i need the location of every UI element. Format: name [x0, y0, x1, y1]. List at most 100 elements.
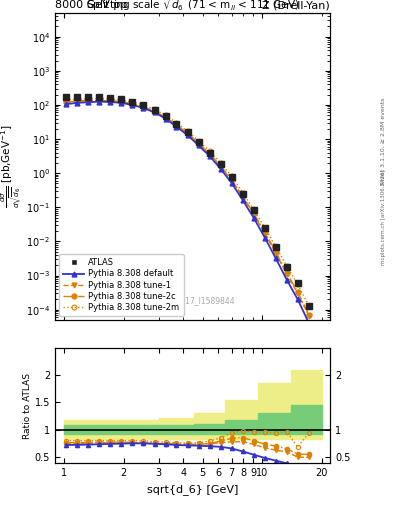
Pythia 8.308 default	[207, 153, 212, 159]
Pythia 8.308 tune-2c	[174, 122, 179, 128]
Y-axis label: $\frac{d\sigma}{d\sqrt{\overline{d_6}}}$ [pb,GeV$^{-1}$]: $\frac{d\sigma}{d\sqrt{\overline{d_6}}}$…	[0, 124, 23, 208]
Pythia 8.308 tune-2c	[251, 210, 256, 216]
Pythia 8.308 tune-1	[274, 250, 278, 257]
Pythia 8.308 tune-1	[285, 271, 289, 278]
Pythia 8.308 tune-2c	[285, 270, 289, 276]
Pythia 8.308 default	[152, 110, 157, 116]
Y-axis label: Ratio to ATLAS: Ratio to ATLAS	[23, 373, 32, 439]
Pythia 8.308 tune-2c	[229, 176, 234, 182]
Text: Rivet 3.1.10, ≥ 2.8M events: Rivet 3.1.10, ≥ 2.8M events	[381, 97, 386, 184]
Pythia 8.308 tune-2c	[119, 98, 123, 104]
Pythia 8.308 default	[163, 115, 168, 121]
Pythia 8.308 tune-1	[63, 99, 68, 105]
Pythia 8.308 tune-2m	[75, 96, 79, 102]
Pythia 8.308 tune-2m	[307, 303, 311, 309]
Pythia 8.308 default	[263, 234, 267, 241]
Pythia 8.308 tune-1	[296, 290, 300, 296]
Pythia 8.308 tune-2c	[196, 140, 201, 146]
Pythia 8.308 default	[86, 99, 90, 105]
Pythia 8.308 tune-1	[196, 141, 201, 147]
Pythia 8.308 tune-2m	[108, 96, 113, 102]
Pythia 8.308 tune-1	[130, 101, 135, 107]
Pythia 8.308 tune-2c	[240, 193, 245, 199]
Line: Pythia 8.308 default: Pythia 8.308 default	[63, 99, 311, 326]
Line: Pythia 8.308 tune-2m: Pythia 8.308 tune-2m	[63, 96, 311, 308]
Pythia 8.308 tune-2m	[185, 128, 190, 134]
Pythia 8.308 default	[218, 166, 223, 172]
Pythia 8.308 tune-2m	[152, 106, 157, 113]
Pythia 8.308 default	[240, 197, 245, 203]
Pythia 8.308 default	[285, 277, 289, 283]
Pythia 8.308 default	[174, 123, 179, 130]
Pythia 8.308 tune-1	[108, 98, 113, 104]
Pythia 8.308 tune-2m	[229, 173, 234, 179]
Pythia 8.308 tune-1	[75, 98, 79, 104]
Pythia 8.308 tune-1	[229, 177, 234, 183]
Text: ATLAS_2017_I1589844: ATLAS_2017_I1589844	[149, 295, 236, 305]
Text: 8000 GeV pp: 8000 GeV pp	[55, 0, 127, 10]
X-axis label: sqrt{d_6} [GeV]: sqrt{d_6} [GeV]	[147, 484, 238, 495]
Pythia 8.308 tune-2m	[174, 120, 179, 126]
Pythia 8.308 tune-2m	[274, 244, 278, 250]
Pythia 8.308 tune-2c	[307, 311, 311, 317]
Pythia 8.308 tune-1	[174, 122, 179, 129]
Pythia 8.308 tune-2c	[263, 229, 267, 235]
Pythia 8.308 tune-1	[307, 313, 311, 319]
Pythia 8.308 tune-2m	[240, 189, 245, 196]
Line: Pythia 8.308 tune-1: Pythia 8.308 tune-1	[63, 98, 311, 318]
Pythia 8.308 tune-2m	[63, 97, 68, 103]
Line: Pythia 8.308 tune-2c: Pythia 8.308 tune-2c	[63, 98, 311, 317]
Pythia 8.308 tune-1	[218, 164, 223, 170]
Pythia 8.308 default	[108, 99, 113, 105]
Pythia 8.308 tune-2c	[207, 151, 212, 157]
Pythia 8.308 default	[97, 98, 101, 104]
Pythia 8.308 tune-2m	[130, 99, 135, 105]
Pythia 8.308 tune-1	[97, 97, 101, 103]
Title: Splitting scale $\sqrt{d_6}$ (71 < m$_{ll}$ < 111 GeV): Splitting scale $\sqrt{d_6}$ (71 < m$_{l…	[86, 0, 299, 13]
Pythia 8.308 tune-2c	[97, 97, 101, 103]
Pythia 8.308 tune-1	[263, 230, 267, 237]
Pythia 8.308 tune-2m	[263, 225, 267, 231]
Pythia 8.308 default	[251, 215, 256, 221]
Pythia 8.308 tune-1	[251, 211, 256, 217]
Pythia 8.308 tune-2m	[86, 96, 90, 102]
Pythia 8.308 tune-2m	[141, 102, 146, 108]
Pythia 8.308 tune-1	[207, 151, 212, 157]
Pythia 8.308 default	[119, 100, 123, 106]
Pythia 8.308 tune-2m	[251, 206, 256, 212]
Pythia 8.308 default	[75, 100, 79, 106]
Pythia 8.308 tune-2c	[108, 98, 113, 104]
Pythia 8.308 tune-2c	[218, 163, 223, 169]
Pythia 8.308 tune-2m	[119, 97, 123, 103]
Pythia 8.308 tune-2c	[185, 130, 190, 136]
Pythia 8.308 tune-1	[141, 104, 146, 110]
Pythia 8.308 default	[307, 320, 311, 326]
Pythia 8.308 default	[63, 101, 68, 108]
Text: Z (Drell-Yan): Z (Drell-Yan)	[263, 0, 330, 10]
Text: mcplots.cern.ch [arXiv:1306.3436]: mcplots.cern.ch [arXiv:1306.3436]	[381, 170, 386, 265]
Pythia 8.308 tune-2c	[86, 98, 90, 104]
Pythia 8.308 default	[196, 142, 201, 148]
Legend: ATLAS, Pythia 8.308 default, Pythia 8.308 tune-1, Pythia 8.308 tune-2c, Pythia 8: ATLAS, Pythia 8.308 default, Pythia 8.30…	[59, 254, 184, 316]
Pythia 8.308 tune-1	[119, 99, 123, 105]
Pythia 8.308 tune-2m	[163, 112, 168, 118]
Pythia 8.308 tune-1	[163, 114, 168, 120]
Pythia 8.308 tune-2c	[75, 98, 79, 104]
Pythia 8.308 tune-1	[240, 194, 245, 200]
Pythia 8.308 tune-2c	[152, 108, 157, 114]
Pythia 8.308 default	[274, 255, 278, 262]
Pythia 8.308 tune-2m	[196, 138, 201, 144]
Pythia 8.308 default	[130, 102, 135, 108]
Pythia 8.308 tune-1	[185, 131, 190, 137]
Pythia 8.308 tune-1	[152, 108, 157, 114]
Pythia 8.308 tune-1	[86, 98, 90, 104]
Pythia 8.308 default	[229, 180, 234, 186]
Pythia 8.308 tune-2m	[296, 282, 300, 288]
Pythia 8.308 tune-2c	[141, 103, 146, 110]
Pythia 8.308 default	[296, 296, 300, 303]
Pythia 8.308 tune-2c	[296, 289, 300, 295]
Pythia 8.308 tune-2m	[207, 148, 212, 154]
Pythia 8.308 default	[185, 132, 190, 138]
Pythia 8.308 default	[141, 105, 146, 111]
Pythia 8.308 tune-2c	[163, 114, 168, 120]
